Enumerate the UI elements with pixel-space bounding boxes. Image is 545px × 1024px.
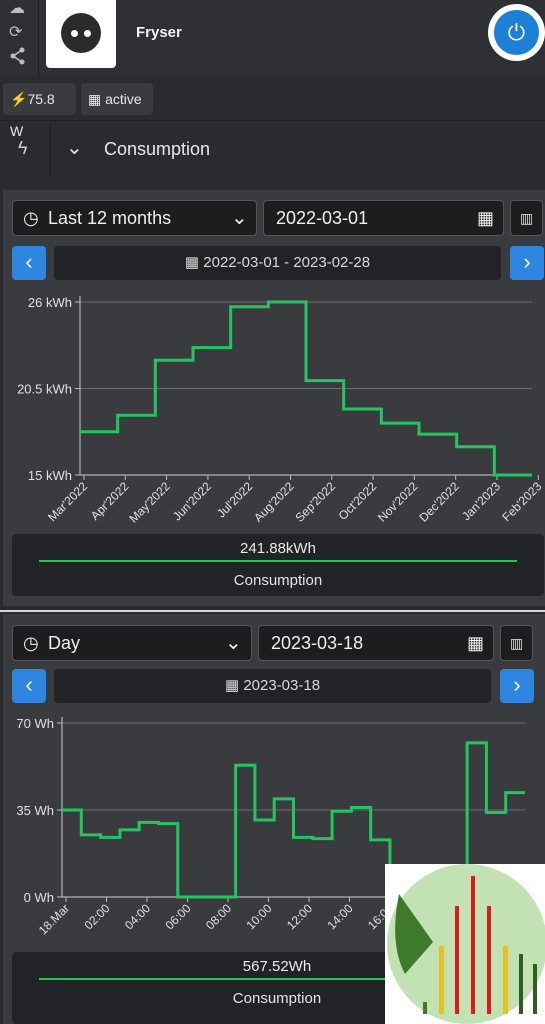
chevron-right-icon: › bbox=[513, 672, 521, 697]
chevron-left-icon: ‹ bbox=[25, 249, 33, 274]
x-tick-label: Oct'2022 bbox=[336, 479, 380, 523]
x-tick-label: Nov'2022 bbox=[375, 479, 421, 525]
consumption-section-header[interactable]: ϟ ⌄ Consumption bbox=[0, 124, 545, 176]
device-image bbox=[46, 0, 116, 68]
period-select-value: Last 12 months bbox=[48, 208, 172, 228]
legend-line bbox=[39, 978, 515, 980]
y-tick-label: 0 Wh bbox=[24, 890, 54, 905]
share-icon[interactable] bbox=[9, 47, 27, 70]
x-tick-label: May'2022 bbox=[126, 479, 173, 526]
date-input[interactable]: 2022-03-01 ▦ bbox=[263, 200, 504, 236]
x-tick-label: 02:00 bbox=[81, 901, 112, 932]
consumption-series-line bbox=[80, 300, 532, 477]
socket-icon bbox=[61, 13, 101, 53]
date-input[interactable]: 2023-03-18 ▦ bbox=[258, 625, 494, 661]
summary-box: 241.88kWh Consumption bbox=[12, 534, 544, 596]
x-tick-label: 04:00 bbox=[122, 901, 153, 932]
chevron-right-icon: › bbox=[523, 249, 531, 274]
bolt-outline-icon: ϟ bbox=[18, 138, 28, 158]
date-range-label: ▦ 2023-03-18 bbox=[54, 669, 491, 703]
divider bbox=[0, 610, 545, 612]
power-badge: ⚡75.8 W bbox=[3, 83, 76, 139]
x-tick-label: Aug'2022 bbox=[251, 479, 297, 525]
x-tick-label: Dec'2022 bbox=[416, 479, 462, 525]
chevron-left-icon: ‹ bbox=[25, 672, 33, 697]
y-tick-label: 15 kWh bbox=[28, 468, 72, 483]
date-input-value: 2022-03-01 bbox=[276, 208, 369, 228]
divider bbox=[50, 124, 51, 176]
side-icon-column: ☁ ⟳ bbox=[0, 0, 39, 76]
legend-label: Consumption bbox=[233, 572, 323, 589]
cloud-icon[interactable]: ☁ bbox=[9, 0, 25, 17]
y-tick-label: 20.5 kWh bbox=[17, 382, 72, 397]
calendar-icon[interactable]: ▦ bbox=[477, 208, 495, 228]
calendar-icon: ▦ bbox=[88, 91, 102, 107]
next-period-button[interactable]: › bbox=[510, 246, 544, 280]
device-name: Fryser bbox=[136, 24, 182, 41]
next-period-button[interactable]: › bbox=[500, 669, 534, 703]
clock-icon: ◷ bbox=[23, 633, 39, 653]
x-tick-label: Jun'2022 bbox=[170, 479, 214, 523]
legend-line bbox=[39, 560, 517, 562]
clock-icon: ◷ bbox=[23, 208, 39, 228]
refresh-icon[interactable]: ⟳ bbox=[9, 24, 23, 41]
x-tick-label: Jul'2022 bbox=[214, 479, 255, 520]
x-tick-label: Apr'2022 bbox=[88, 479, 132, 523]
x-tick-label: Mar'2022 bbox=[45, 479, 90, 524]
bolt-icon: ⚡ bbox=[10, 91, 28, 107]
power-icon: ⏻ bbox=[494, 10, 539, 55]
period-select-value: Day bbox=[48, 633, 81, 653]
chevron-down-icon: ⌄ bbox=[231, 207, 248, 229]
date-input-value: 2023-03-18 bbox=[271, 633, 364, 653]
calendar-icon: ▦ bbox=[184, 254, 200, 271]
total-consumption: 567.52Wh bbox=[242, 958, 312, 975]
date-range-label: ▦ 2022-03-01 - 2023-02-28 bbox=[54, 246, 501, 280]
chevron-down-icon: ⌄ bbox=[225, 632, 242, 654]
power-reading: 75.8 W bbox=[10, 91, 55, 139]
date-range-text: 2023-03-18 bbox=[243, 677, 321, 694]
legend-label: Consumption bbox=[232, 990, 322, 1007]
divider bbox=[0, 120, 545, 121]
x-tick-label: 14:00 bbox=[324, 901, 355, 932]
section-title: Consumption bbox=[104, 139, 211, 159]
period-select[interactable]: ◷ Day ⌄ bbox=[12, 625, 252, 661]
x-tick-label: 18.Mar bbox=[36, 901, 72, 937]
x-tick-label: 08:00 bbox=[203, 901, 234, 932]
period-select[interactable]: ◷ Last 12 months ⌄ bbox=[12, 200, 257, 236]
bar-chart-icon: ▥ bbox=[519, 210, 534, 226]
x-tick-label: Sep'2022 bbox=[292, 479, 338, 525]
x-tick-label: Jan'2023 bbox=[459, 479, 503, 523]
calendar-icon: ▦ bbox=[224, 677, 240, 694]
status-text: active bbox=[105, 91, 142, 107]
x-tick-label: 12:00 bbox=[284, 901, 315, 932]
previous-period-button[interactable]: ‹ bbox=[12, 246, 46, 280]
date-range-text: 2022-03-01 - 2023-02-28 bbox=[203, 254, 371, 271]
x-tick-label: 10:00 bbox=[243, 901, 274, 932]
status-badge: ▦ active bbox=[81, 83, 153, 115]
x-tick-label: Feb'2023 bbox=[499, 479, 544, 524]
previous-period-button[interactable]: ‹ bbox=[12, 669, 46, 703]
power-button[interactable]: ⏻ bbox=[488, 4, 545, 61]
bar-chart-icon: ▥ bbox=[509, 635, 524, 651]
calendar-icon[interactable]: ▦ bbox=[467, 633, 485, 653]
power-app-logo-icon bbox=[385, 864, 545, 1024]
total-consumption: 241.88kWh bbox=[240, 540, 316, 557]
x-tick-label: 06:00 bbox=[162, 901, 193, 932]
y-tick-label: 70 Wh bbox=[16, 716, 54, 731]
monthly-consumption-chart: 26 kWh 20.5 kWh 15 kWhMar'2022Apr'2022May'… bbox=[17, 295, 545, 526]
y-tick-label: 35 Wh bbox=[16, 803, 54, 818]
chevron-down-icon[interactable]: ⌄ bbox=[66, 137, 83, 159]
chart-type-button[interactable]: ▥ bbox=[500, 625, 533, 661]
y-tick-label: 26 kWh bbox=[28, 295, 72, 310]
chart-type-button[interactable]: ▥ bbox=[510, 200, 543, 236]
